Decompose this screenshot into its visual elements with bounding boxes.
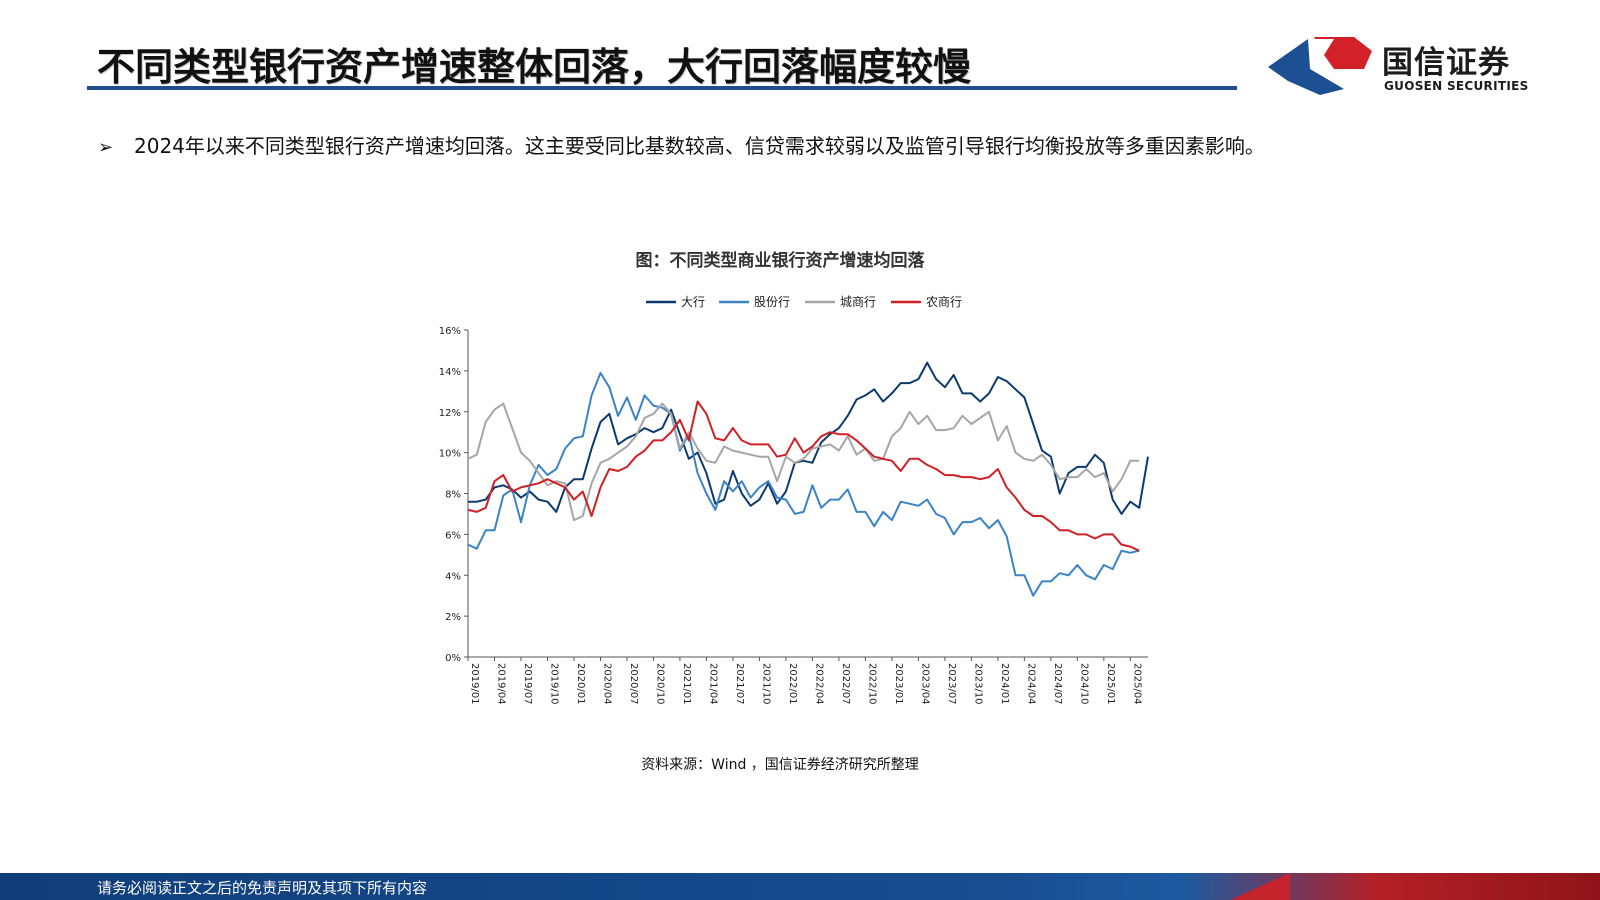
x-tick-label: 2025/04 (1131, 663, 1142, 705)
logo-mark-icon (1268, 37, 1372, 95)
y-tick-label: 14% (439, 367, 461, 378)
series-line-1 (468, 361, 1149, 515)
y-tick-label: 4% (445, 571, 461, 582)
y-tick-label: 12% (439, 408, 461, 419)
legend-label-4: 农商行 (926, 294, 962, 309)
page-title: 不同类型银行资产增速整体回落，大行回落幅度较慢 (97, 45, 972, 89)
y-tick-label: 2% (445, 612, 461, 623)
x-tick-label: 2019/07 (522, 663, 533, 705)
x-tick-label: 2020/04 (601, 663, 612, 705)
x-tick-label: 2021/07 (734, 663, 745, 705)
arrow-bullet-icon: ➢ (98, 137, 114, 158)
y-tick-label: 6% (445, 530, 461, 541)
x-tick-label: 2020/01 (575, 663, 586, 705)
y-tick-label: 0% (445, 653, 461, 664)
x-tick-label: 2024/04 (1025, 663, 1036, 705)
x-tick-label: 2021/04 (707, 663, 718, 705)
x-tick-label: 2021/10 (760, 663, 771, 705)
x-tick-label: 2019/10 (548, 663, 559, 705)
footer-accent (1230, 873, 1290, 900)
x-tick-label: 2022/01 (787, 663, 798, 705)
x-tick-label: 2023/04 (919, 663, 930, 705)
source-note: 资料来源：Wind ，国信证券经济研究所整理 (641, 757, 919, 773)
x-tick-label: 2021/01 (681, 663, 692, 705)
x-tick-label: 2022/07 (840, 663, 851, 705)
y-tick-label: 16% (439, 326, 461, 337)
x-tick-label: 2019/01 (469, 663, 480, 705)
series-line-3 (467, 402, 1140, 522)
y-tick-label: 10% (439, 449, 461, 460)
x-tick-label: 2020/10 (654, 663, 665, 705)
chart-title: 图：不同类型商业银行资产增速均回落 (635, 251, 925, 271)
series-line-2 (467, 371, 1140, 597)
footer-bar: 请务必阅读正文之后的免责声明及其项下所有内容 (0, 873, 1600, 900)
x-tick-label: 2019/04 (495, 663, 506, 705)
company-logo: 国信证券 GUOSEN SECURITIES (1268, 33, 1568, 97)
x-tick-label: 2024/01 (999, 663, 1010, 705)
x-tick-label: 2025/01 (1105, 663, 1116, 705)
x-tick-label: 2022/10 (866, 663, 877, 705)
legend-label-1: 大行 (681, 295, 705, 309)
bullet-point: ➢ 2024年以来不同类型银行资产增速均回落。这主要受同比基数较高、信贷需求较弱以… (98, 130, 1265, 159)
legend-label-3: 城商行 (840, 294, 876, 309)
title-underline (87, 86, 1237, 90)
y-tick-label: 8% (445, 490, 461, 501)
footer-disclaimer: 请务必阅读正文之后的免责声明及其项下所有内容 (97, 879, 428, 897)
x-tick-label: 2023/10 (972, 663, 983, 705)
x-tick-label: 2024/10 (1078, 663, 1089, 705)
x-tick-label: 2023/07 (946, 663, 957, 705)
line-chart: 0% 2% 4% 6% 8% 10% 12% 14% 16% 2019/01 2019/04 2019… (439, 294, 1149, 705)
logo-name-cn: 国信证券 (1382, 45, 1510, 81)
logo-name-en: GUOSEN SECURITIES (1384, 79, 1529, 93)
x-tick-label: 2022/04 (813, 663, 824, 705)
bullet-text: 2024年以来不同类型银行资产增速均回落。这主要受同比基数较高、信贷需求较弱以及… (134, 134, 1265, 158)
legend-label-2: 股份行 (754, 295, 790, 309)
x-tick-label: 2020/07 (628, 663, 639, 705)
x-tick-label: 2023/01 (893, 663, 904, 705)
series-line-4 (467, 400, 1140, 552)
x-tick-label: 2024/07 (1052, 663, 1063, 705)
